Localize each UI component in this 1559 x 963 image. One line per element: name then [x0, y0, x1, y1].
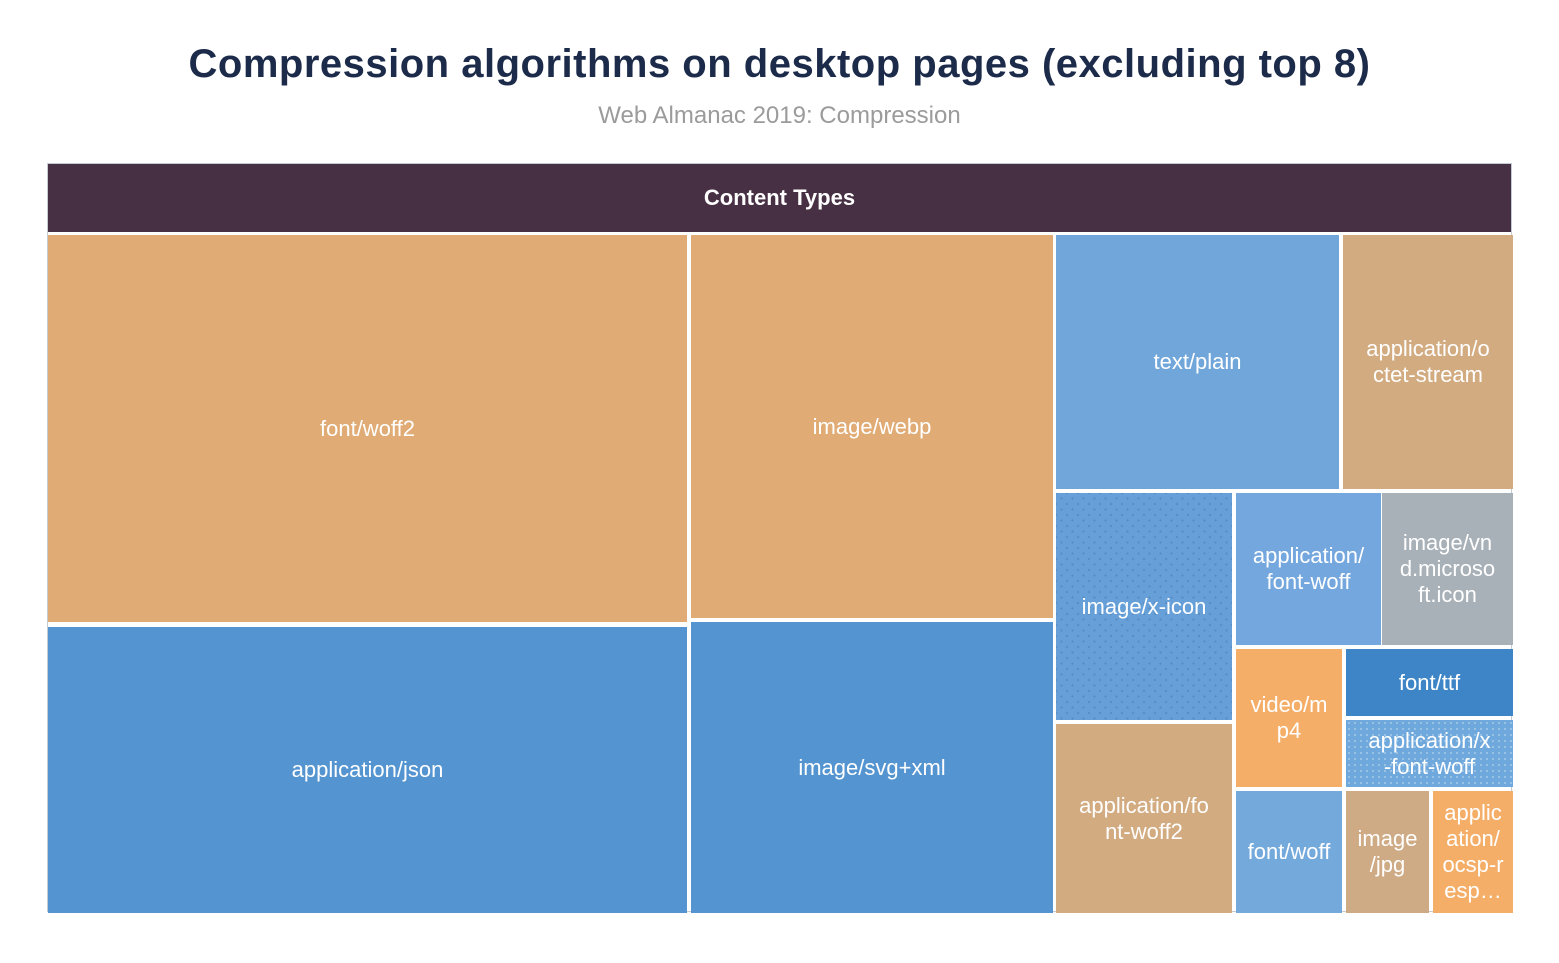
treemap-cell-font-woff[interactable]: font/woff: [1236, 791, 1342, 913]
treemap-cell-application-font-woff[interactable]: application/ font-woff: [1236, 493, 1381, 645]
cell-label: image/vn d.microso ft.icon: [1399, 530, 1496, 607]
cell-label: font/ttf: [1398, 669, 1461, 695]
treemap-group-header-label: Content Types: [703, 185, 856, 210]
cell-label: application/fo nt-woff2: [1079, 792, 1209, 844]
cell-label: application/x -font-woff: [1368, 727, 1491, 779]
chart-subtitle: Web Almanac 2019: Compression: [598, 102, 961, 129]
cell-label: image/svg+xml: [798, 754, 946, 780]
treemap-cell-application-json[interactable]: application/json: [48, 627, 687, 913]
cell-label: application/json: [291, 757, 444, 783]
treemap-cell-image-svg-xml[interactable]: image/svg+xml: [691, 622, 1053, 913]
cell-label: application/o ctet-stream: [1366, 336, 1490, 387]
treemap-cell-font-ttf[interactable]: font/ttf: [1346, 649, 1513, 716]
cell-label: application/ font-woff: [1252, 543, 1365, 594]
cell-label: image /jpg: [1357, 826, 1418, 877]
treemap-cells-area: font/woff2 image/webp text/plain applica…: [48, 232, 1513, 913]
treemap-cell-image-vnd-microsoft-icon[interactable]: image/vn d.microso ft.icon: [1382, 493, 1513, 645]
cell-label: video/m p4: [1250, 692, 1328, 743]
cell-label: font/woff2: [320, 415, 415, 441]
treemap-cell-image-jpg[interactable]: image /jpg: [1346, 791, 1429, 913]
treemap-cell-application-font-woff2[interactable]: application/fo nt-woff2: [1056, 724, 1232, 913]
treemap-group-header: Content Types: [48, 164, 1511, 232]
treemap-cell-font-woff2[interactable]: font/woff2: [48, 235, 687, 622]
treemap-cell-application-x-font-woff[interactable]: application/x -font-woff: [1346, 720, 1513, 787]
cell-label: text/plain: [1153, 349, 1242, 375]
cell-label: image/x-icon: [1081, 593, 1207, 619]
treemap-cell-video-mp4[interactable]: video/m p4: [1236, 649, 1342, 787]
treemap-cell-image-webp[interactable]: image/webp: [691, 235, 1053, 618]
cell-label: font/woff: [1247, 839, 1331, 865]
cell-label: applic ation/ ocsp-r esp…: [1442, 800, 1504, 903]
treemap-cell-image-x-icon[interactable]: image/x-icon: [1056, 493, 1232, 720]
treemap-cell-application-ocsp-resp[interactable]: applic ation/ ocsp-r esp…: [1433, 791, 1513, 913]
chart-title: Compression algorithms on desktop pages …: [188, 42, 1371, 86]
treemap-chart: Content Types font/woff2 image/webp text…: [47, 163, 1513, 913]
cell-label: image/webp: [812, 413, 932, 439]
treemap-cell-text-plain[interactable]: text/plain: [1056, 235, 1339, 489]
treemap-cell-application-octet-stream[interactable]: application/o ctet-stream: [1343, 235, 1513, 489]
